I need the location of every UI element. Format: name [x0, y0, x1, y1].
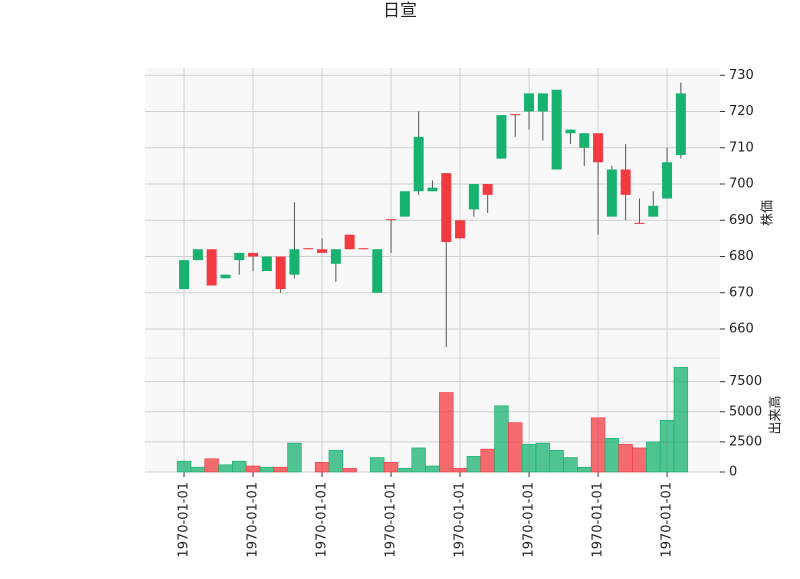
volume-bar	[563, 457, 578, 473]
y-axis-label: 株価	[761, 200, 776, 226]
volume-bar	[259, 466, 275, 473]
volume-bar	[411, 447, 426, 473]
volume-bar	[342, 468, 357, 473]
x-tick-label: 1970-01-01	[591, 482, 606, 558]
volume-bar	[218, 464, 233, 473]
y-tick-label: 690	[729, 213, 754, 228]
candle-body	[317, 249, 328, 253]
candle-body	[524, 93, 535, 112]
volume-tick-label: 2500	[729, 434, 762, 449]
candle-body	[606, 169, 617, 217]
volume-bar	[273, 466, 288, 473]
candle-body	[427, 187, 438, 192]
volume-bar	[425, 465, 440, 473]
candle-body	[248, 252, 259, 257]
candle-body	[579, 133, 590, 148]
x-tick-label: 1970-01-01	[522, 482, 537, 558]
candle-body	[358, 248, 369, 250]
candle-body	[179, 260, 190, 290]
candle-body	[386, 219, 397, 221]
volume-bar	[590, 417, 606, 473]
volume-tick-label: 5000	[729, 404, 762, 419]
candle-body	[289, 249, 300, 275]
volume-bar	[673, 366, 689, 473]
volume-bar	[328, 450, 344, 473]
x-tick-label: 1970-01-01	[246, 482, 261, 558]
candle-body	[455, 220, 466, 239]
volume-bar	[383, 462, 399, 473]
candle-body	[593, 133, 604, 163]
volume-bar	[314, 462, 330, 473]
volume-bar	[604, 437, 620, 473]
candle-body	[496, 115, 507, 159]
x-tick-label: 1970-01-01	[660, 482, 675, 558]
plot-background	[145, 68, 720, 472]
volume-bar	[466, 456, 482, 473]
candle-body	[551, 89, 562, 170]
candle-body	[620, 169, 631, 195]
volume-bar	[618, 444, 633, 473]
volume-bar	[632, 447, 647, 473]
volume-bar	[577, 466, 592, 473]
candle-body	[441, 173, 452, 242]
candle-body	[510, 114, 521, 116]
y-tick-label: 720	[729, 104, 754, 119]
chart-title: 日宣	[383, 1, 417, 21]
volume-bar	[370, 457, 385, 473]
y-tick-label: 700	[729, 177, 754, 192]
candle-body	[330, 249, 341, 264]
candle-body	[468, 184, 479, 210]
volume-axis-label: 出来高	[768, 395, 784, 434]
candle-body	[344, 234, 355, 250]
volume-bar	[245, 465, 261, 473]
candle-body	[261, 256, 272, 271]
y-tick-label: 680	[729, 249, 754, 264]
x-tick-label: 1970-01-01	[384, 482, 399, 558]
candle-body	[537, 93, 548, 112]
volume-tick-label: 7500	[729, 374, 762, 389]
volume-tick-label: 0	[729, 465, 737, 480]
volume-bar	[549, 450, 564, 473]
volume-bar	[190, 466, 206, 473]
candle-body	[303, 248, 314, 250]
volume-bar	[204, 458, 219, 473]
candle-body	[648, 205, 659, 217]
volume-bar	[535, 442, 551, 473]
x-tick-label: 1970-01-01	[177, 482, 192, 558]
x-tick-label: 1970-01-01	[453, 482, 468, 558]
volume-bar	[287, 442, 302, 473]
y-tick-label: 670	[729, 285, 754, 300]
candle-body	[372, 249, 383, 293]
volume-bar	[659, 419, 675, 473]
candle-body	[482, 184, 493, 195]
y-tick-label: 710	[729, 140, 754, 155]
candle-body	[413, 136, 424, 192]
candle-body	[234, 252, 245, 261]
candle-body	[220, 274, 231, 279]
volume-bar	[508, 422, 523, 473]
volume-bar	[439, 392, 454, 473]
volume-bar	[480, 448, 495, 473]
candle-body	[275, 256, 286, 290]
volume-bar	[494, 405, 509, 473]
volume-bar	[176, 460, 192, 473]
volume-bar	[397, 468, 413, 473]
candle-body	[662, 162, 673, 199]
candle-body	[565, 129, 576, 134]
y-tick-label: 660	[729, 322, 754, 337]
candle-body	[206, 249, 217, 286]
volume-bar	[646, 441, 661, 473]
candle-body	[399, 191, 410, 217]
candle-body	[634, 222, 645, 224]
x-tick-label: 1970-01-01	[315, 482, 330, 558]
volume-bar	[521, 444, 537, 473]
volume-bar	[232, 460, 247, 473]
volume-bar	[452, 468, 468, 473]
y-tick-label: 730	[729, 68, 754, 83]
candle-body	[192, 249, 203, 261]
candle-body	[675, 93, 686, 155]
